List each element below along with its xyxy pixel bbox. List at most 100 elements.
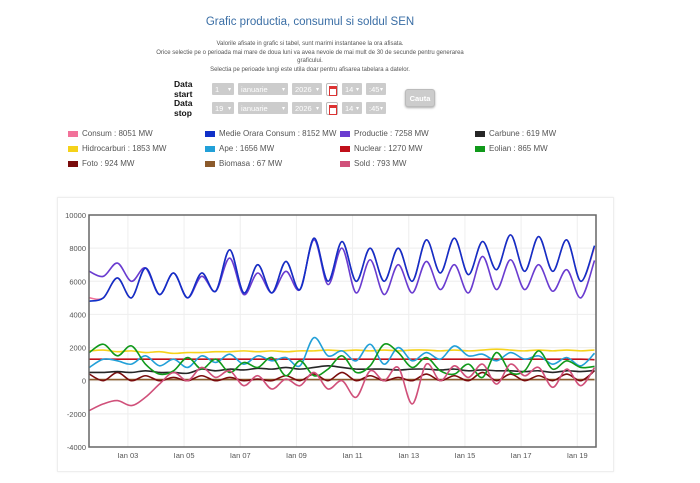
- series-line-foto: [88, 370, 596, 382]
- series-line-sold: [88, 362, 596, 412]
- value: 2026: [295, 103, 312, 113]
- value: :45: [369, 84, 380, 94]
- value: 1: [215, 84, 220, 94]
- value: 19: [215, 103, 224, 113]
- chevron-down-icon: ▾: [315, 86, 319, 93]
- legend-item[interactable]: Medie Orara Consum : 8152 MW: [205, 129, 336, 138]
- chevron-down-icon: ▾: [379, 105, 383, 112]
- series-line-medie-orara-consum: [89, 234, 596, 302]
- legend-swatch: [340, 145, 350, 152]
- y-tick-label: -4000: [67, 443, 86, 452]
- info-line: Orice selectie pe o perioada mai mare de…: [156, 49, 464, 65]
- x-tick-label: Ian 19: [567, 451, 588, 460]
- data-stop-label: Data stop: [174, 98, 193, 118]
- stop-hour-select[interactable]: 14 ▾: [342, 102, 362, 114]
- chevron-down-icon: ▾: [355, 86, 359, 93]
- series-line-ape: [88, 336, 596, 369]
- legend-swatch: [205, 145, 215, 152]
- data-start-row: Data start 1 ▾ ianuarie ▾ 2026 ▾ 14 ▾ :45 ▾: [174, 79, 386, 99]
- legend-item[interactable]: Nuclear : 1270 MW: [340, 144, 422, 153]
- start-hour-select[interactable]: 14 ▾: [342, 83, 362, 95]
- chevron-down-icon: ▾: [227, 105, 231, 112]
- info-line: Selectia pe perioade lungi este utila do…: [210, 66, 410, 73]
- chevron-down-icon: ▾: [227, 86, 231, 93]
- y-tick-label: 0: [82, 377, 86, 386]
- x-tick-label: Ian 17: [511, 451, 532, 460]
- calendar-icon[interactable]: [326, 82, 338, 96]
- x-tick-label: Ian 03: [117, 451, 138, 460]
- legend-swatch: [68, 130, 78, 137]
- legend-swatch: [340, 160, 350, 167]
- legend-swatch: [475, 145, 485, 152]
- value: ianuarie: [241, 103, 268, 113]
- legend-label: Eolian : 865 MW: [489, 144, 548, 153]
- x-tick-label: Ian 11: [342, 451, 362, 460]
- legend-item[interactable]: Sold : 793 MW: [340, 159, 406, 168]
- start-year-select[interactable]: 2026 ▾: [292, 83, 322, 95]
- legend-item[interactable]: Eolian : 865 MW: [475, 144, 548, 153]
- value: 14: [345, 103, 354, 113]
- legend-item[interactable]: Hidrocarburi : 1853 MW: [68, 144, 166, 153]
- legend-swatch: [68, 145, 78, 152]
- x-tick-label: Ian 05: [174, 451, 195, 460]
- chevron-down-icon: ▾: [281, 86, 285, 93]
- legend-swatch: [205, 160, 215, 167]
- chart-panel: 10000 8000 6000 4000 2000 0 -2000 -4000 Ian 03 Ia…: [57, 197, 614, 472]
- legend-item[interactable]: Productie : 7258 MW: [340, 129, 429, 138]
- legend-item[interactable]: Ape : 1656 MW: [205, 144, 274, 153]
- value: 2026: [295, 84, 312, 94]
- y-tick-label: 8000: [69, 244, 86, 253]
- legend-item[interactable]: Carbune : 619 MW: [475, 129, 556, 138]
- legend-swatch: [205, 130, 215, 137]
- series-line-nuclear: [89, 358, 595, 361]
- legend-swatch: [475, 130, 485, 137]
- legend-label: Foto : 924 MW: [82, 159, 135, 168]
- line-chart: 10000 8000 6000 4000 2000 0 -2000 -4000 Ian 03 Ia…: [65, 211, 597, 460]
- data-stop-row: Data stop 19 ▾ ianuarie ▾ 2026 ▾ 14 ▾ :45 ▾: [174, 98, 386, 118]
- y-tick-label: -2000: [67, 410, 86, 419]
- chevron-down-icon: ▾: [379, 86, 383, 93]
- y-tick-label: 10000: [65, 211, 86, 220]
- legend-label: Nuclear : 1270 MW: [354, 144, 423, 153]
- series-line-consum: [89, 234, 596, 301]
- stop-minute-select[interactable]: :45 ▾: [366, 102, 386, 114]
- stop-year-select[interactable]: 2026 ▾: [292, 102, 322, 114]
- legend-label: Productie : 7258 MW: [354, 129, 429, 138]
- x-tick-label: Ian 09: [286, 451, 307, 460]
- y-tick-label: 6000: [69, 277, 86, 286]
- data-start-label: Data start: [174, 79, 193, 99]
- start-day-select[interactable]: 1 ▾: [212, 83, 234, 95]
- legend-item[interactable]: Consum : 8051 MW: [68, 129, 153, 138]
- stop-day-select[interactable]: 19 ▾: [212, 102, 234, 114]
- legend-label: Ape : 1656 MW: [219, 144, 275, 153]
- legend-item[interactable]: Foto : 924 MW: [68, 159, 134, 168]
- chevron-down-icon: ▾: [281, 105, 285, 112]
- legend-label: Hidrocarburi : 1853 MW: [82, 144, 167, 153]
- legend-label: Carbune : 619 MW: [489, 129, 557, 138]
- x-tick-label: Ian 15: [455, 451, 476, 460]
- calendar-icon[interactable]: [326, 101, 338, 115]
- legend-label: Sold : 793 MW: [354, 159, 407, 168]
- legend-label: Biomasa : 67 MW: [219, 159, 283, 168]
- y-tick-label: 2000: [69, 344, 86, 353]
- value: :45: [369, 103, 380, 113]
- chevron-down-icon: ▾: [315, 105, 319, 112]
- legend-item[interactable]: Biomasa : 67 MW: [205, 159, 282, 168]
- search-button[interactable]: Cauta: [405, 89, 435, 107]
- chevron-down-icon: ▾: [355, 105, 359, 112]
- info-text: Valorile afisate in grafic si tabel, sun…: [150, 40, 470, 74]
- start-minute-select[interactable]: :45 ▾: [366, 83, 386, 95]
- legend-swatch: [340, 130, 350, 137]
- legend-label: Medie Orara Consum : 8152 MW: [219, 129, 337, 138]
- plot-frame: [88, 214, 597, 448]
- y-tick-label: 4000: [69, 310, 86, 319]
- value: 14: [345, 84, 354, 94]
- stop-month-select[interactable]: ianuarie ▾: [238, 102, 288, 114]
- page-title: Grafic productia, consumul si soldul SEN: [205, 16, 415, 28]
- info-line: Valorile afisate in grafic si tabel, sun…: [216, 41, 404, 47]
- x-tick-label: Ian 13: [398, 451, 419, 460]
- legend-swatch: [68, 160, 78, 167]
- series-line-eolian: [88, 343, 595, 379]
- value: ianuarie: [241, 84, 268, 94]
- start-month-select[interactable]: ianuarie ▾: [238, 83, 288, 95]
